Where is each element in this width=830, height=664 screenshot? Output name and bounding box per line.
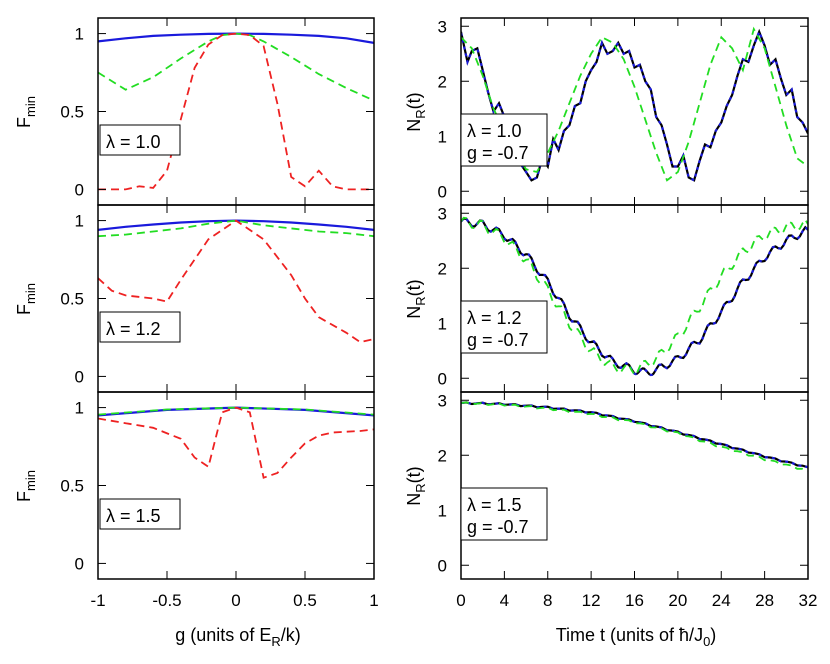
nr-label-2: NR(t) [404,279,428,318]
y-tick-label: 0 [75,367,84,386]
x-tick-label: 16 [625,591,644,610]
y-tick-label: 1 [75,399,84,418]
x-tick-label: 1 [369,591,378,610]
y-tick-label: 2 [438,446,447,465]
annotation-text: g = -0.7 [467,517,529,537]
y-tick-label: 2 [438,72,447,91]
panels: 0 0.5 1 λ = 1.0 0 0.5 1 λ = 1.2 0 0.5 1 -1 -0.5 0 0.5 1… [60,17,817,610]
y-tick-label: 0 [438,556,447,575]
x-tick-label: 20 [668,591,687,610]
y-tick-label: 3 [438,17,447,36]
x-tick-label: 0 [456,591,465,610]
y-tick-label: 0.5 [60,103,84,122]
blue-series-line [98,219,374,231]
green-series-line [98,406,374,416]
annotation-box [99,124,181,156]
y-tick-label: 3 [438,391,447,410]
y-tick-label: 0 [75,180,84,199]
black-series-line [461,401,808,469]
panel-2: 0 0.5 1 λ = 1.2 [60,204,375,393]
plot-frame [460,391,809,580]
panel-1: 0 0.5 1 λ = 1.0 [60,17,375,206]
y-tick-label: 1 [438,127,447,146]
annotation-box [460,487,548,541]
green-series-line [98,32,374,102]
annotation-box [460,300,548,354]
blue-series-line [461,401,808,469]
left-x-axis-label: g (units of ER/k) [175,625,300,649]
annotation-text: λ = 1.5 [106,506,161,526]
y-tick-label: 2 [438,259,447,278]
y-tick-label: 1 [438,501,447,520]
annotation-text: λ = 1.0 [467,121,522,141]
plot-frame [460,204,809,393]
red-series-line [98,32,374,191]
red-series-line [98,219,374,344]
x-tick-label: 12 [582,591,601,610]
x-tick-label: 8 [543,591,552,610]
green-series-line [461,401,808,472]
plot-frame [97,17,375,206]
x-tick-label: 24 [712,591,731,610]
plot-frame [97,391,375,580]
right-y-axis-labels: NR(t) NR(t) NR(t) [404,92,428,505]
blue-series-line [98,32,374,44]
y-tick-label: 3 [438,204,447,223]
y-tick-label: 0.5 [60,477,84,496]
annotation-text: g = -0.7 [467,143,529,163]
y-tick-label: 0 [438,182,447,201]
fmin-label-1: Fmin [14,96,38,128]
blue-series-line [461,217,808,377]
annotation-box [99,498,181,530]
x-tick-label: -0.5 [152,591,181,610]
x-tick-label: 28 [755,591,774,610]
left-y-axis-labels: Fmin Fmin Fmin [14,96,38,502]
fmin-label-2: Fmin [14,283,38,315]
nr-label-3: NR(t) [404,466,428,505]
panel-5: 0 1 2 3 λ = 1.2g = -0.7 [438,204,809,393]
y-tick-label: 1 [438,314,447,333]
annotation-text: λ = 1.5 [467,495,522,515]
green-series-line [461,216,808,377]
annotation-text: λ = 1.2 [106,319,161,339]
green-series-line [98,219,374,238]
panel-3: 0 0.5 1 -1 -0.5 0 0.5 1 λ = 1.5 [60,391,379,610]
y-tick-label: 0 [438,369,447,388]
x-tick-label: 0 [231,591,240,610]
x-tick-label: 4 [500,591,509,610]
x-tick-label: -1 [90,591,105,610]
x-tick-label: 32 [799,591,818,610]
nr-label-1: NR(t) [404,92,428,131]
annotation-text: λ = 1.0 [106,132,161,152]
panel-4: 0 1 2 3 λ = 1.0g = -0.7 [438,17,809,206]
annotation-text: g = -0.7 [467,330,529,350]
annotation-box [460,113,548,167]
annotation-box [99,311,181,343]
plot-frame [460,17,809,206]
annotation-text: λ = 1.2 [467,308,522,328]
red-series-line [98,406,374,479]
fmin-label-3: Fmin [14,470,38,502]
x-tick-label: 0.5 [293,591,317,610]
right-x-axis-label: Time t (units of ħ/J0) [556,625,717,649]
y-tick-label: 0 [75,554,84,573]
y-tick-label: 1 [75,212,84,231]
y-tick-label: 1 [75,25,84,44]
y-tick-label: 0.5 [60,290,84,309]
